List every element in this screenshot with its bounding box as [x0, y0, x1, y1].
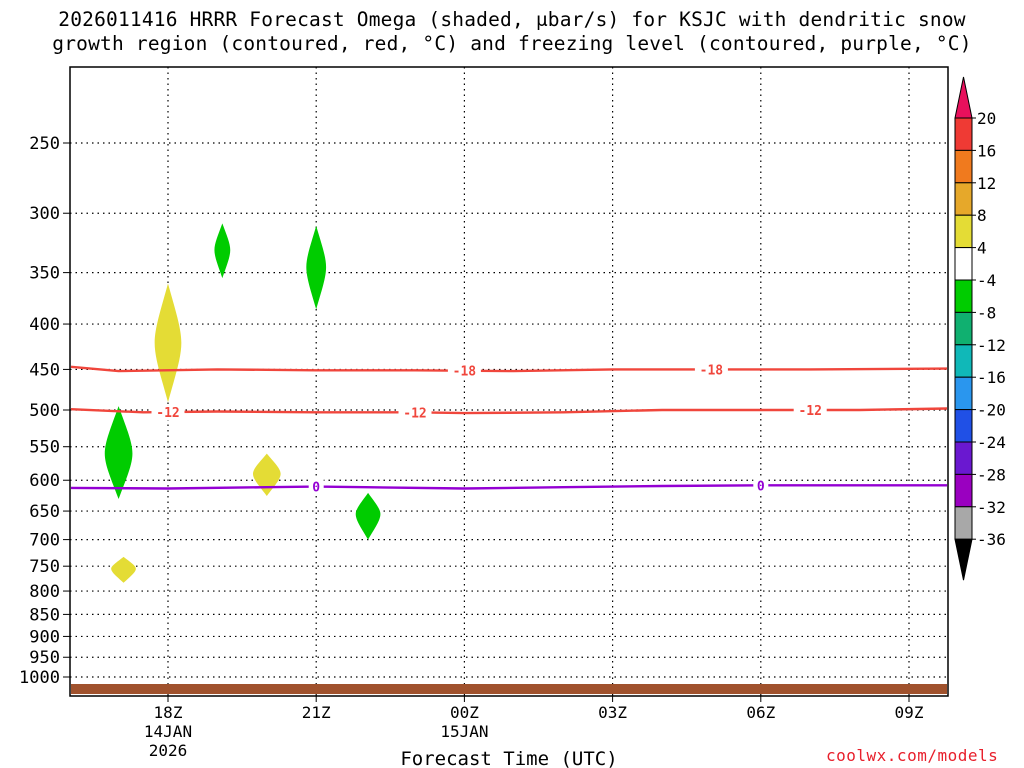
colorbar-segment-12: [954, 473, 973, 508]
year-label-2026: 2026: [149, 741, 188, 760]
y-axis: 2503003504004505005506006507007508008509…: [19, 134, 70, 688]
contour-label-bg-1-1: [398, 404, 432, 421]
colorbar-label-3: 8: [977, 206, 987, 225]
x-axis-label: Forecast Time (UTC): [400, 748, 617, 768]
contour-label-bg-2-1: [753, 477, 769, 494]
tick-label-y-950: 950: [29, 648, 60, 668]
omega-region-3: [355, 492, 381, 540]
colorbar-label-9: -20: [977, 401, 1006, 420]
tick-label-y-300: 300: [29, 204, 60, 224]
tick-label-x-06Z: 06Z: [746, 703, 775, 722]
title-line-1: 2026011416 HRRR Forecast Omega (shaded, …: [58, 8, 966, 31]
contour-label-bg-2-0: [308, 478, 324, 495]
contour-label-bg-1-0: [151, 404, 185, 421]
tick-label-y-550: 550: [29, 438, 60, 458]
tick-label-y-900: 900: [29, 627, 60, 647]
colorbar-segment-4: [954, 214, 973, 249]
tick-label-y-700: 700: [29, 531, 60, 551]
omega-region-2: [306, 225, 327, 310]
colorbar-label-7: -12: [977, 336, 1006, 355]
tick-label-y-400: 400: [29, 315, 60, 335]
omega-region-5: [252, 453, 281, 496]
colorbar-segment-10: [954, 409, 973, 443]
tick-label-y-850: 850: [29, 605, 60, 625]
omega-region-6: [111, 556, 136, 583]
colorbar-segment-11: [954, 441, 973, 475]
plot-area: [69, 66, 949, 697]
contour-label-1-2: -12: [798, 404, 821, 419]
tick-label-y-450: 450: [29, 360, 60, 380]
colorbar: 20 16 12 8 4 -4 -8 -12 -16 -20 -24 -28 -32 -36: [954, 76, 1006, 581]
watermark: coolwx.com/models: [826, 746, 999, 765]
colorbar-label-2: 12: [977, 174, 996, 193]
omega-region-0: [104, 406, 133, 500]
tick-label-x-00Z: 00Z: [450, 703, 479, 722]
contour-label-0-0: -18: [453, 365, 477, 380]
tick-label-x-18Z: 18Z: [154, 703, 183, 722]
chart-title: 2026011416 HRRR Forecast Omega (shaded, …: [0, 8, 1024, 56]
colorbar-segment-2: [954, 149, 973, 184]
colorbar-label-11: -28: [977, 465, 1006, 484]
colorbar-segment-3: [954, 182, 973, 216]
omega-shading: [104, 223, 381, 583]
colorbar-label-4: 4: [977, 239, 987, 258]
colorbar-label-12: -32: [977, 498, 1006, 517]
tick-label-y-250: 250: [29, 134, 60, 154]
colorbar-segment-1: [954, 117, 973, 151]
contour-label-bg-1-2: [793, 402, 827, 418]
contour-line-2: [70, 484, 947, 490]
colorbar-label-0: 20: [977, 109, 996, 128]
contour-label-1-1: -12: [403, 406, 426, 421]
contour-label-0-1: -18: [700, 363, 724, 378]
contour-label-2-1: 0: [757, 479, 765, 494]
contour-label-1-0: -12: [156, 406, 179, 421]
title-line-2: growth region (contoured, red, °C) and f…: [52, 32, 972, 55]
surface-band: [71, 684, 947, 694]
tick-label-y-650: 650: [29, 502, 60, 522]
omega-region-1: [214, 223, 231, 279]
tick-label-x-03Z: 03Z: [598, 703, 627, 722]
colorbar-segment-8: [954, 344, 973, 378]
colorbar-label-8: -16: [977, 368, 1006, 387]
contour-label-2-0: 0: [312, 481, 320, 496]
colorbar-label-13: -36: [977, 530, 1006, 549]
date-label-15JAN: 15JAN: [440, 722, 488, 741]
tick-label-y-600: 600: [29, 471, 60, 491]
contour-lines: -18 -18 -12 -12 -12 0 0: [70, 361, 948, 496]
colorbar-segment-6: [954, 279, 973, 313]
colorbar-label-5: -4: [977, 271, 996, 290]
colorbar-label-6: -8: [977, 303, 996, 322]
colorbar-label-1: 16: [977, 141, 996, 160]
colorbar-bottom-arrow: [954, 538, 973, 581]
colorbar-segment-7: [954, 311, 973, 346]
tick-label-y-800: 800: [29, 582, 60, 602]
colorbar-segment-5: [954, 247, 973, 281]
tick-label-x-21Z: 21Z: [302, 703, 331, 722]
colorbar-segment-13: [954, 506, 973, 540]
colorbar-top-arrow: [954, 76, 973, 119]
date-label-14JAN: 14JAN: [144, 722, 192, 741]
tick-label-y-350: 350: [29, 264, 60, 284]
contour-label-bg-0-1: [694, 361, 728, 378]
tick-label-x-09Z: 09Z: [895, 703, 924, 722]
colorbar-segment-9: [954, 376, 973, 411]
contour-label-bg-0-0: [447, 362, 481, 379]
tick-label-y-1000: 1000: [19, 668, 60, 688]
colorbar-label-10: -24: [977, 433, 1006, 452]
tick-label-y-500: 500: [29, 401, 60, 421]
tick-label-y-750: 750: [29, 557, 60, 577]
omega-region-4: [154, 283, 182, 403]
